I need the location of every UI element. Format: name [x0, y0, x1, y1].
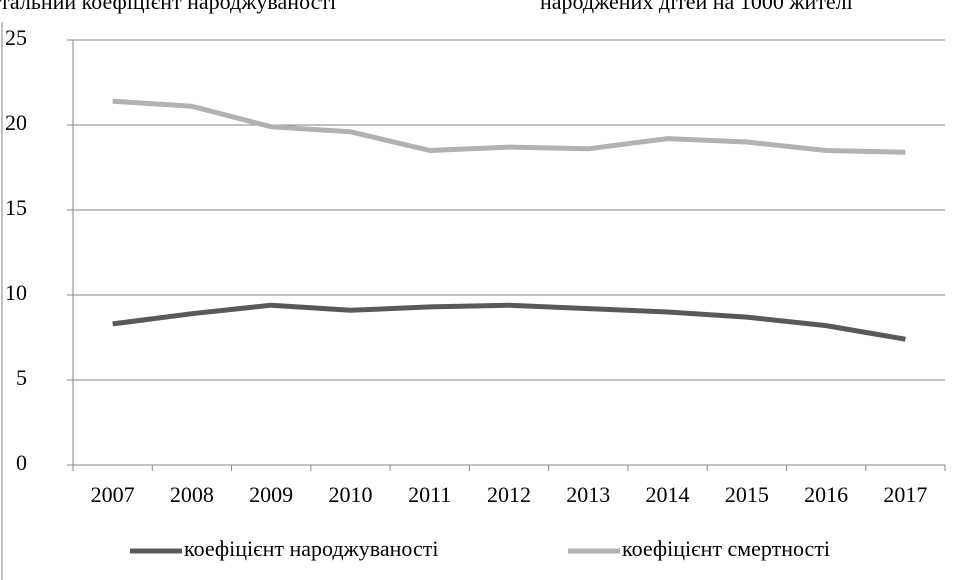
y-tick-label: 5: [16, 365, 27, 390]
y-tick-label: 25: [5, 25, 27, 50]
x-tick-label: 2009: [249, 482, 293, 507]
x-tick-label: 2014: [646, 482, 690, 507]
x-tick-label: 2017: [883, 482, 927, 507]
annotation: народжених дітей на 1000 жителі: [540, 0, 853, 14]
annotation: тальний коефіцієнт народжуваності: [0, 0, 336, 14]
x-tick-label: 2010: [328, 482, 372, 507]
y-tick-label: 10: [5, 280, 27, 305]
series-line: [112, 98, 906, 155]
y-tick-label: 15: [5, 195, 27, 220]
legend-label: коефіцієнт народжуваності: [184, 536, 438, 561]
x-tick-label: 2011: [408, 482, 451, 507]
x-tick-label: 2008: [170, 482, 214, 507]
x-tick-label: 2007: [91, 482, 135, 507]
x-tick-label: 2016: [804, 482, 848, 507]
y-tick-label: 20: [5, 110, 27, 135]
y-tick-label: 0: [16, 450, 27, 475]
legend-label: коефіцієнт смертності: [622, 536, 830, 561]
x-tick-label: 2015: [725, 482, 769, 507]
series-line: [112, 302, 906, 342]
x-tick-label: 2012: [487, 482, 531, 507]
x-tick-label: 2013: [566, 482, 610, 507]
